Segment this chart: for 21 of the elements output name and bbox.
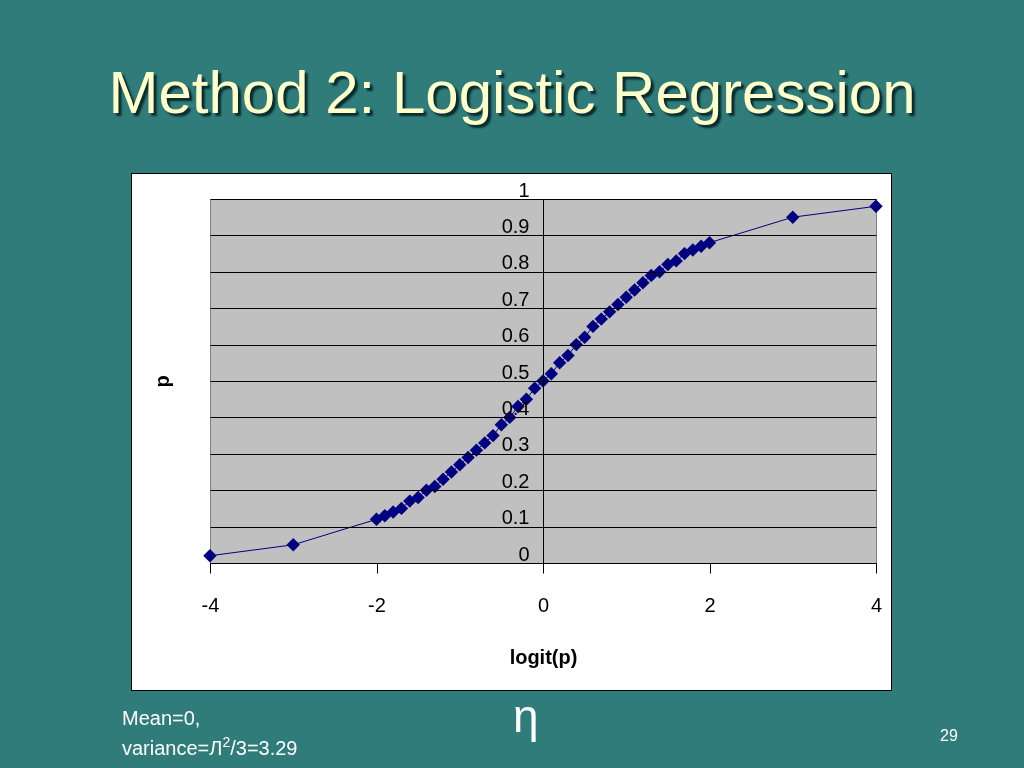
x-tick-label: -4	[201, 593, 220, 616]
y-tick-label: 0.3	[501, 433, 530, 456]
y-tick-label: 0.2	[501, 469, 530, 492]
text: Mean=0, variance=Л$^{2}$/3=3.29	[122, 706, 299, 761]
x-tick-label: 4	[870, 593, 883, 616]
x-tick-label: 0	[537, 593, 550, 616]
y-tick-label: 0.5	[501, 360, 530, 383]
y-tick-label: 0.8	[501, 251, 530, 274]
y-axis-title: p	[150, 375, 173, 388]
text: 29	[940, 727, 958, 746]
chart-title: Method 2: Logistic Regression	[107, 58, 917, 127]
y-tick-label: 0	[518, 542, 530, 565]
y-tick-label: 0.6	[501, 324, 530, 347]
x-tick-label: -2	[368, 593, 386, 616]
y-tick-label: 0.1	[501, 506, 530, 529]
y-tick-label: 1	[518, 178, 530, 201]
text: η	[513, 690, 539, 743]
x-tick-label: 2	[704, 593, 716, 616]
y-tick-label: 0.7	[501, 287, 530, 310]
y-tick-label: 0.9	[501, 214, 530, 237]
x-axis-title: logit(p)	[509, 645, 578, 668]
